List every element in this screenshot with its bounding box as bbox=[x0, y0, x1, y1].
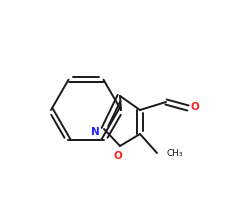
Text: N: N bbox=[91, 127, 99, 137]
Text: CH₃: CH₃ bbox=[166, 150, 183, 158]
Text: O: O bbox=[191, 102, 199, 112]
Text: O: O bbox=[114, 151, 122, 161]
